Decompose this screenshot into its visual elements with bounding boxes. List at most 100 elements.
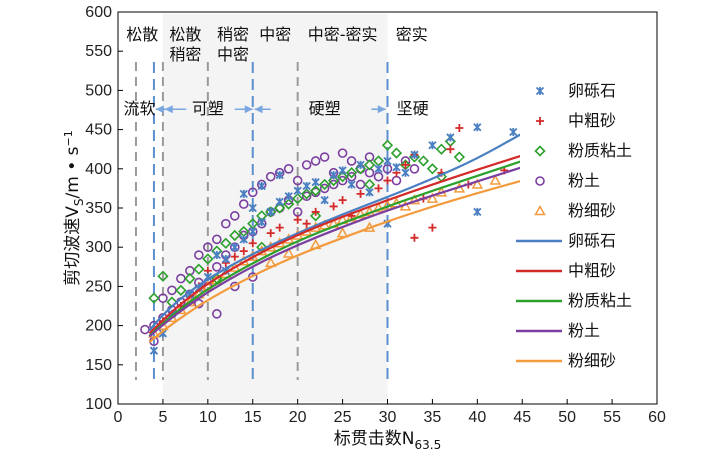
scatter-point bbox=[337, 148, 348, 158]
scatter-point bbox=[374, 164, 383, 173]
scatter-point bbox=[284, 192, 293, 201]
scatter-point bbox=[247, 187, 258, 198]
scatter-point bbox=[282, 247, 295, 258]
x-tick-label: 10 bbox=[199, 409, 217, 426]
scatter-point bbox=[310, 210, 322, 222]
scatter-point bbox=[311, 177, 320, 187]
arrow-left-hard-head bbox=[254, 105, 263, 114]
x-tick-label: 60 bbox=[648, 409, 666, 426]
scatter-point bbox=[435, 143, 448, 155]
x-tick-label: 15 bbox=[244, 409, 262, 426]
scatter-point bbox=[390, 147, 403, 159]
x-tick-label: 40 bbox=[468, 409, 486, 426]
legend-label: 粉土 bbox=[568, 171, 600, 190]
scatter-point bbox=[455, 124, 464, 133]
x-tick-label: 30 bbox=[379, 409, 397, 426]
density-label: 稍密 bbox=[217, 25, 249, 44]
marker-x-shape bbox=[257, 217, 266, 227]
scatter-point bbox=[534, 204, 546, 216]
y-tick-label: 300 bbox=[85, 239, 112, 256]
scatter-point bbox=[283, 164, 294, 174]
scatter-point bbox=[140, 324, 150, 335]
legend-label: 卵砾石 bbox=[568, 231, 616, 250]
x-tick-label: 25 bbox=[334, 409, 352, 426]
legend-label: 粉细砂 bbox=[568, 351, 616, 370]
scatter-point bbox=[221, 218, 231, 229]
scatter-point bbox=[275, 170, 284, 180]
marker-x-shape bbox=[302, 181, 311, 191]
y-axis-title-main: 剪切波速V bbox=[63, 206, 83, 286]
x-axis-title: 标贯击数N63.5 bbox=[334, 429, 441, 452]
legend-label: 粉质粘土 bbox=[568, 141, 632, 160]
scatter-point bbox=[230, 243, 239, 252]
marker-x-shape bbox=[221, 254, 230, 264]
scatter-point bbox=[239, 247, 248, 256]
scatter-point bbox=[248, 203, 257, 213]
scatter-point bbox=[212, 309, 222, 319]
scatter-point bbox=[220, 237, 232, 249]
scatter-point bbox=[275, 223, 284, 232]
x-tick-label: 50 bbox=[558, 409, 576, 426]
scatter-point bbox=[363, 159, 376, 171]
scatter-point bbox=[184, 272, 196, 285]
scatter-point bbox=[202, 253, 214, 265]
marker-x-shape bbox=[473, 123, 482, 132]
scatter-point bbox=[257, 181, 266, 191]
x-tick-label: 55 bbox=[603, 409, 621, 426]
scatter-point bbox=[239, 189, 248, 199]
scatter-point bbox=[535, 176, 545, 186]
scatter-point bbox=[319, 183, 330, 194]
scatter-point bbox=[292, 175, 303, 186]
legend-label: 粉土 bbox=[568, 321, 600, 340]
scatter-point bbox=[148, 292, 160, 304]
scatter-point bbox=[383, 176, 392, 185]
marker-x-shape bbox=[311, 177, 320, 187]
scatter-point bbox=[293, 215, 302, 224]
scatter-point bbox=[283, 198, 295, 210]
scatter-point bbox=[302, 181, 311, 191]
scatter-point bbox=[248, 239, 257, 248]
scatter-point bbox=[409, 164, 420, 174]
scatter-point bbox=[257, 217, 266, 227]
scatter-point bbox=[426, 163, 439, 175]
scatter-point bbox=[417, 155, 430, 167]
scatter-point bbox=[319, 152, 330, 162]
fit-line bbox=[148, 154, 523, 335]
density-label: 稍密 bbox=[169, 45, 201, 64]
y-tick-label: 550 bbox=[85, 43, 112, 60]
scatter-point bbox=[265, 206, 277, 218]
marker-x-shape bbox=[239, 235, 248, 244]
marker-x-shape bbox=[275, 197, 284, 206]
y-axis-title-unit: /m • s bbox=[63, 146, 83, 198]
x-tick-label: 5 bbox=[158, 409, 167, 426]
scatter-point bbox=[301, 160, 312, 170]
scatter-point bbox=[354, 208, 367, 219]
scatter-point bbox=[346, 156, 357, 166]
scatter-point bbox=[336, 227, 349, 238]
scatter-point bbox=[275, 197, 284, 206]
scatter-point bbox=[292, 192, 304, 205]
fit-line bbox=[148, 132, 523, 332]
scatter-point bbox=[329, 202, 338, 211]
marker-x-shape bbox=[329, 170, 338, 180]
marker-x-shape bbox=[410, 150, 419, 159]
y-tick-label: 200 bbox=[85, 318, 112, 335]
scatter-point bbox=[446, 145, 455, 154]
fit-line bbox=[148, 166, 523, 338]
scatter-point bbox=[293, 186, 302, 195]
scatter-point bbox=[175, 284, 187, 296]
scatter-point bbox=[391, 175, 402, 186]
scatter-point bbox=[401, 168, 410, 177]
scatter-point bbox=[426, 192, 439, 203]
legend-label: 中粗砂 bbox=[568, 111, 616, 130]
scatter-point bbox=[392, 163, 401, 172]
x-tick-label: 45 bbox=[513, 409, 531, 426]
scatter-point bbox=[149, 346, 159, 355]
scatter-point bbox=[383, 156, 392, 166]
scatter-point bbox=[194, 250, 204, 260]
density-label: 松散 bbox=[169, 25, 201, 44]
scatter-point bbox=[410, 233, 419, 242]
